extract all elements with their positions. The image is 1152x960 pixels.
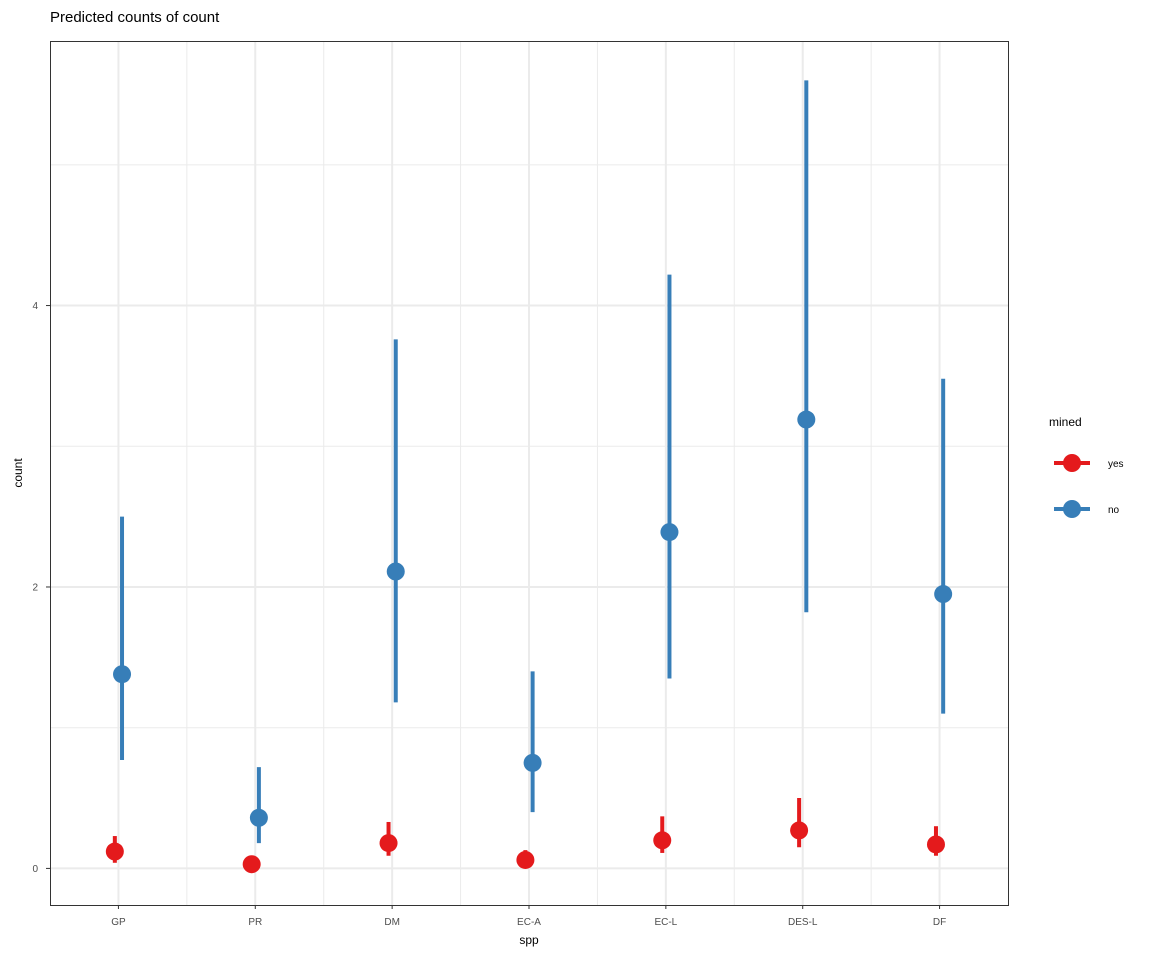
point-no — [523, 753, 542, 772]
legend-items: yes no — [1054, 454, 1124, 518]
point-no — [113, 665, 132, 684]
point-yes — [379, 834, 398, 853]
legend-key-point-no — [1063, 500, 1081, 518]
marks-layer — [105, 80, 953, 874]
point-yes — [516, 850, 535, 869]
x-tick-label: DF — [933, 917, 946, 928]
chart-title: Predicted counts of count — [50, 9, 220, 26]
point-yes — [242, 855, 261, 874]
point-no — [249, 808, 268, 827]
x-tick-label: PR — [248, 917, 262, 928]
x-tick-label: DM — [384, 917, 400, 928]
x-tick-label: EC-L — [654, 917, 677, 928]
point-no — [386, 562, 405, 581]
point-no — [934, 585, 953, 604]
y-tick-label: 2 — [32, 582, 38, 593]
point-yes — [653, 831, 672, 850]
y-tick-label: 4 — [32, 301, 38, 312]
point-no — [797, 410, 816, 429]
legend-key-point-yes — [1063, 454, 1081, 472]
axis-layer: 0 2 4 GP PR DM EC-A EC-L DES-L DF — [32, 301, 946, 928]
point-yes — [926, 835, 945, 854]
x-axis-title: spp — [519, 933, 539, 947]
point-yes — [105, 842, 124, 861]
y-axis-title: count — [11, 458, 25, 488]
legend-label-yes: yes — [1108, 459, 1124, 470]
y-tick-label: 0 — [32, 864, 38, 875]
x-tick-label: GP — [111, 917, 126, 928]
x-tick-label: DES-L — [788, 917, 818, 928]
legend-title: mined — [1049, 415, 1082, 429]
legend: mined yes no — [1049, 415, 1124, 518]
point-no — [660, 523, 679, 542]
point-yes — [790, 821, 809, 840]
grid-layer — [50, 41, 1008, 905]
x-tick-label: EC-A — [517, 917, 541, 928]
legend-label-no: no — [1108, 505, 1120, 516]
